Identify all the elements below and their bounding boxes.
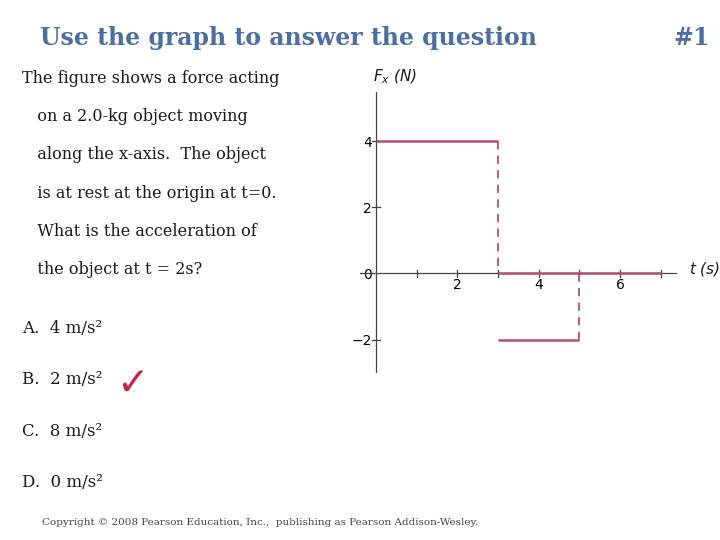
Text: on a 2.0-kg object moving: on a 2.0-kg object moving — [22, 109, 248, 125]
Text: The figure shows a force acting: The figure shows a force acting — [22, 70, 279, 87]
Text: Use the graph to answer the question: Use the graph to answer the question — [40, 26, 536, 50]
Text: What is the acceleration of: What is the acceleration of — [22, 222, 256, 240]
Text: A.  4 m/s²: A. 4 m/s² — [22, 320, 102, 337]
Text: ✓: ✓ — [117, 365, 149, 403]
Text: $F_x$ (N): $F_x$ (N) — [373, 68, 417, 86]
Text: D.  0 m/s²: D. 0 m/s² — [22, 474, 102, 491]
Text: B.  2 m/s²: B. 2 m/s² — [22, 372, 102, 388]
Text: Copyright © 2008 Pearson Education, Inc.,  publishing as Pearson Addison-Wesley.: Copyright © 2008 Pearson Education, Inc.… — [42, 518, 478, 527]
Text: the object at t = 2s?: the object at t = 2s? — [22, 261, 202, 278]
Text: C.  8 m/s²: C. 8 m/s² — [22, 423, 102, 440]
Text: is at rest at the origin at t=0.: is at rest at the origin at t=0. — [22, 185, 276, 201]
Text: $t$ (s): $t$ (s) — [690, 260, 720, 278]
Text: #1: #1 — [673, 26, 710, 50]
Text: along the x-axis.  The object: along the x-axis. The object — [22, 146, 266, 164]
